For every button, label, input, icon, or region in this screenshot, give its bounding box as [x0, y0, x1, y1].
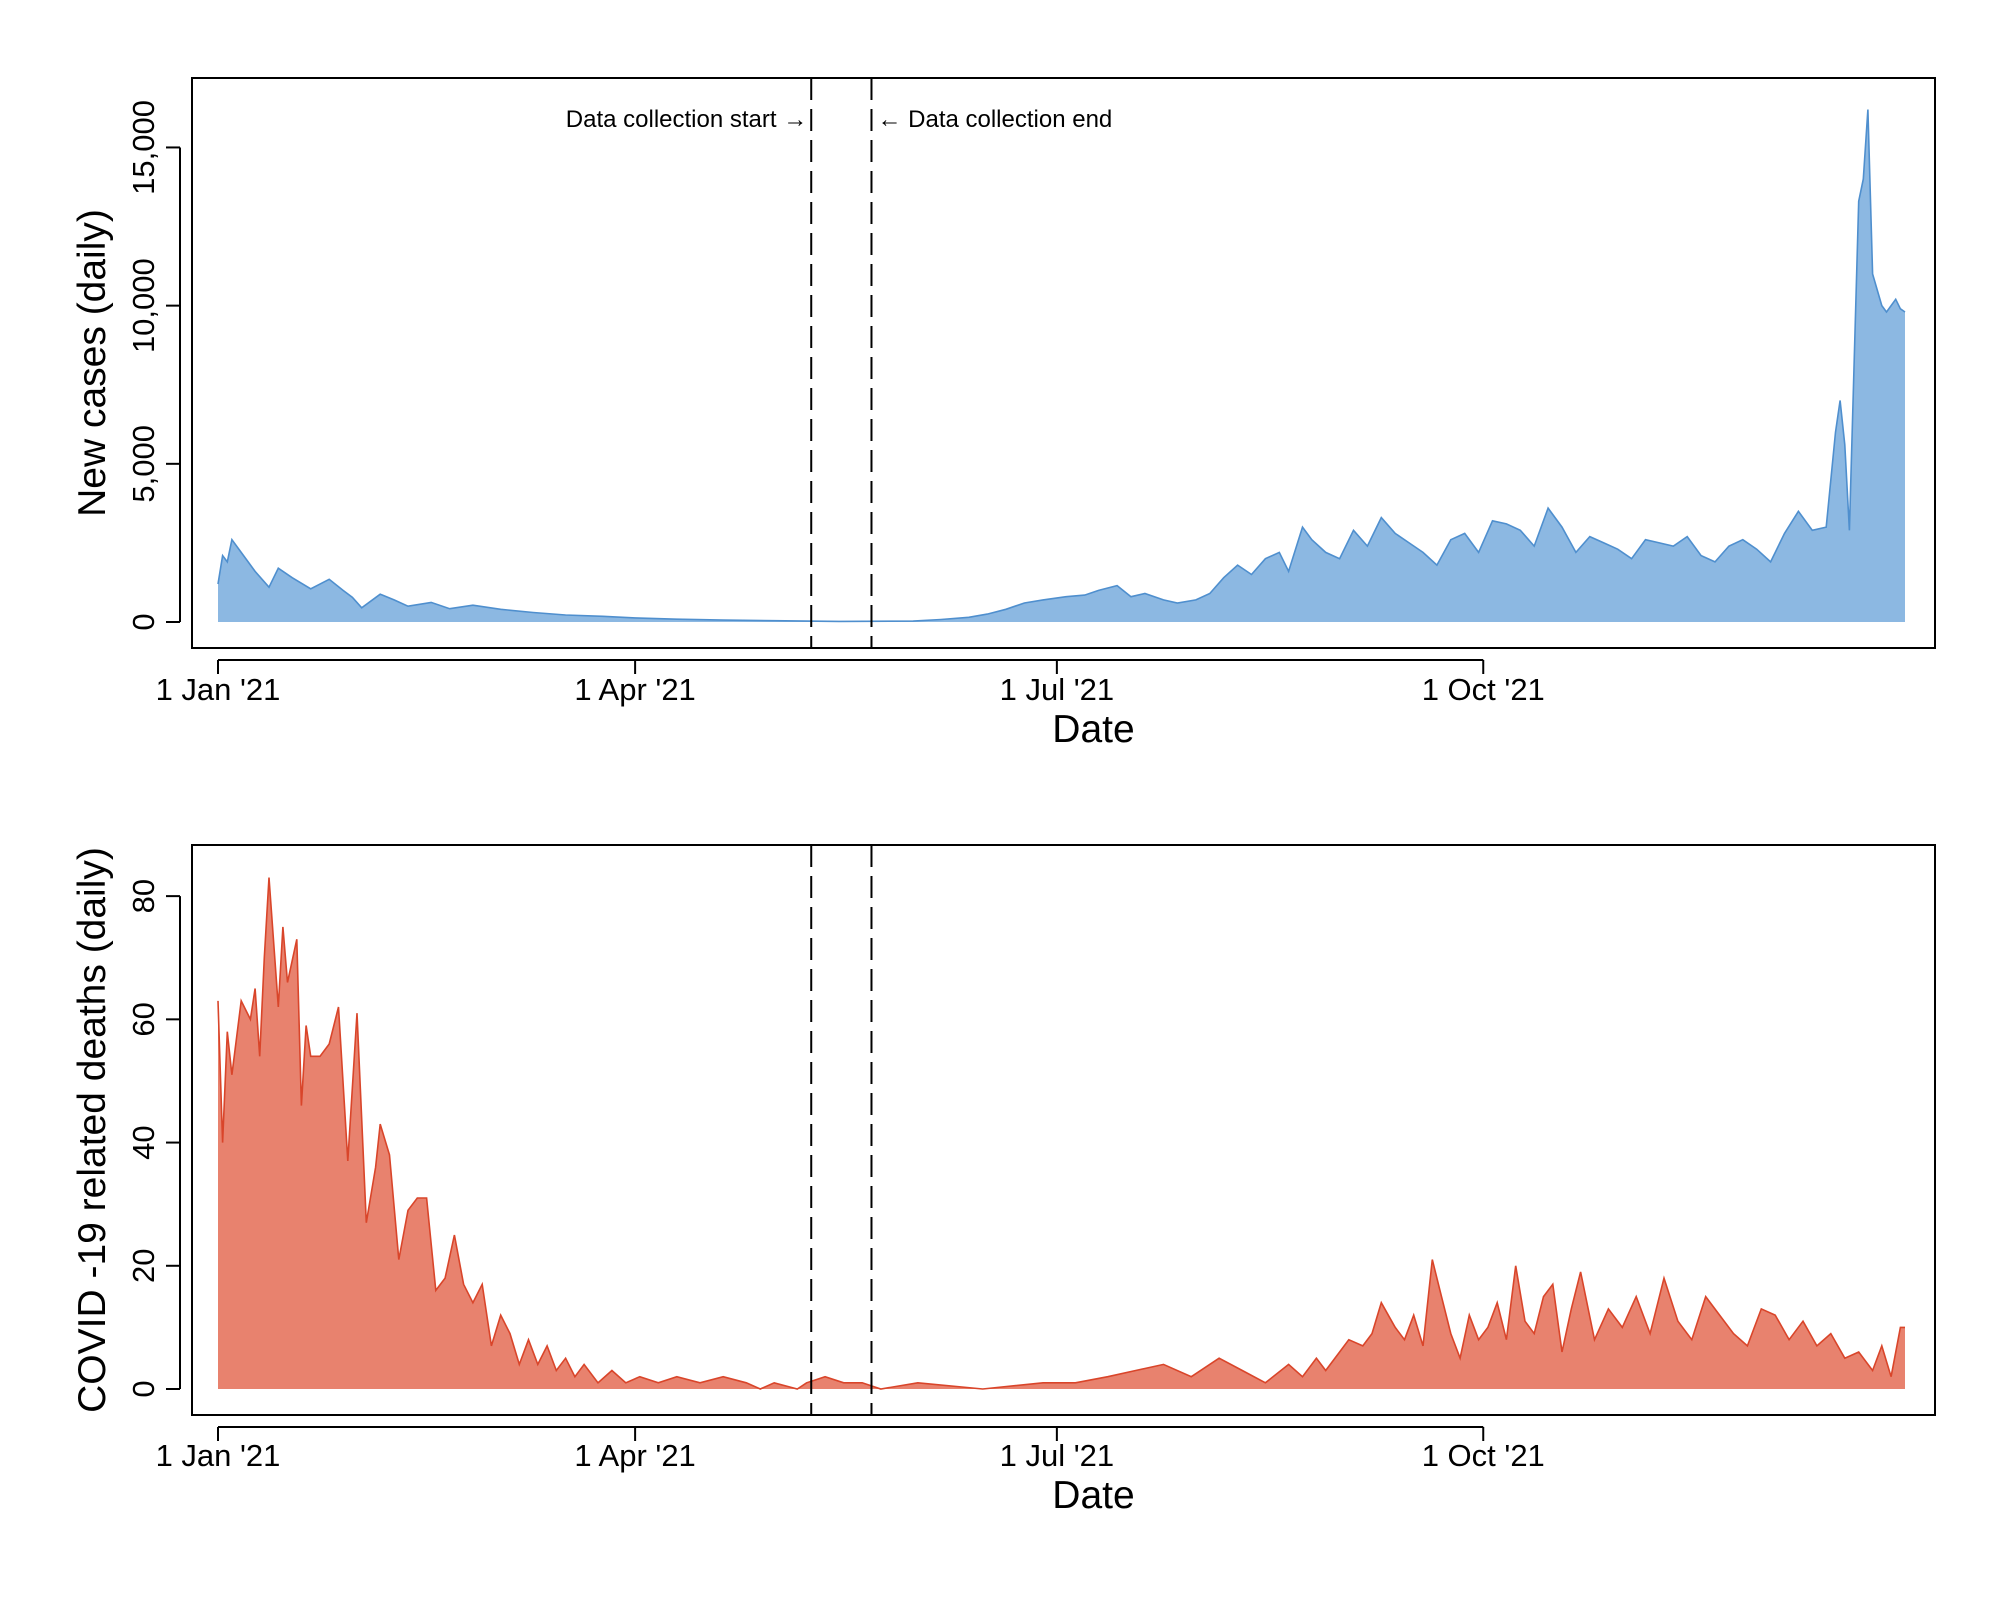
series-line-0: [217, 109, 1906, 623]
x-tick-label: 1 Apr '21: [574, 1438, 695, 1473]
y-axis-title: COVID -19 related deaths (daily): [71, 847, 114, 1413]
y-tick-label: 40: [126, 1125, 161, 1159]
series-line-0: [217, 877, 1905, 1390]
y-tick-label: 20: [126, 1249, 161, 1283]
y-axis-title: New cases (daily): [71, 209, 114, 517]
area-series-0: [218, 877, 1905, 1389]
x-tick-label: 1 Apr '21: [574, 672, 695, 707]
x-axis-title: Date: [1052, 708, 1134, 751]
y-tick-label: 0: [126, 1380, 161, 1397]
x-tick-label: 1 Jul '21: [1000, 672, 1115, 707]
x-axis-title: Date: [1052, 1474, 1134, 1517]
plot-frame: [191, 77, 1936, 649]
plot-frame: [191, 844, 1936, 1416]
cases-chart: Data collection start → ← Data collection…: [71, 77, 1936, 751]
y-tick-label: 60: [126, 1002, 161, 1036]
reference-line-label-0: Data collection start →: [566, 106, 807, 133]
x-tick-label: 1 Oct '21: [1422, 672, 1545, 707]
y-tick-label: 80: [126, 879, 161, 913]
x-tick-label: 1 Jan '21: [156, 1438, 281, 1473]
x-tick-label: 1 Jan '21: [156, 672, 281, 707]
x-tick-label: 1 Oct '21: [1422, 1438, 1545, 1473]
y-tick-label: 10,000: [126, 258, 161, 353]
x-tick-label: 1 Jul '21: [1000, 1438, 1115, 1473]
reference-line-label-1: ← Data collection end: [877, 106, 1112, 133]
deaths-chart: 1 Jan '21 1 Apr '21 1 Jul '21 1 Oct '21 Date…: [71, 844, 1936, 1517]
y-tick-label: 5,000: [126, 425, 161, 503]
y-tick-label: 15,000: [126, 100, 161, 195]
area-series-0: [218, 109, 1905, 622]
y-tick-label: 0: [126, 613, 161, 630]
